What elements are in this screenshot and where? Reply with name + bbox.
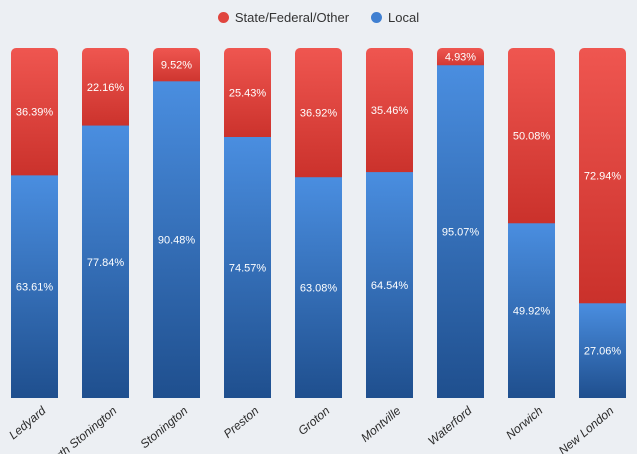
value-label-other-groton: 36.92% [300,108,338,120]
bar-other-north-stonington [82,48,129,132]
bar-local-waterford [437,65,484,398]
x-tick-label-montville: Montville [358,403,404,444]
legend-label-state-federal-other: State/Federal/Other [234,10,350,25]
value-label-other-waterford: 4.93% [445,52,476,64]
value-label-other-preston: 25.43% [229,88,267,100]
bar-local-north-stonington [82,125,129,398]
legend-swatch-state-federal-other [217,12,229,23]
value-label-local-ledyard: 63.61% [16,282,54,294]
x-tick-label-waterford: Waterford [425,403,474,448]
bar-other-montville [366,48,413,179]
value-label-local-norwich: 49.92% [513,306,551,318]
bar-other-groton [295,48,342,184]
value-label-local-north-stonington: 77.84% [87,257,125,269]
value-label-other-stonington: 9.52% [161,60,192,72]
bar-other-stonington [153,48,200,88]
legend-swatch-local [371,12,383,23]
bar-other-norwich [508,48,555,230]
bar-local-groton [295,177,342,398]
bar-other-new-london [579,48,626,310]
x-tick-label-preston: Preston [221,403,262,441]
value-label-local-stonington: 90.48% [158,235,196,247]
value-label-other-ledyard: 36.39% [16,107,54,119]
x-tick-label-ledyard: Ledyard [6,403,48,442]
bar-local-new-london [579,303,626,398]
value-label-local-new-london: 27.06% [584,346,622,358]
x-tick-label-stonington: Stonington [137,403,190,451]
x-tick-label-groton: Groton [295,403,332,438]
bar-local-stonington [153,81,200,398]
bar-local-ledyard [11,175,58,398]
legend-item-state-federal-other: State/Federal/Other [217,10,350,25]
legend: State/Federal/Other Local [0,10,637,25]
value-label-other-new-london: 72.94% [584,171,622,183]
legend-item-local: Local [371,10,419,25]
bar-local-norwich [508,223,555,398]
bar-other-ledyard [11,48,58,182]
x-tick-label-north-stonington: North Stonington [41,403,119,454]
value-label-local-groton: 63.08% [300,283,338,295]
bar-other-preston [224,48,271,144]
value-label-local-waterford: 95.07% [442,227,480,239]
bar-local-preston [224,137,271,398]
value-label-other-norwich: 50.08% [513,131,551,143]
x-tick-label-new-london: New London [556,403,617,454]
bar-local-montville [366,172,413,398]
legend-label-local: Local [388,10,420,25]
value-label-other-montville: 35.46% [371,105,409,117]
value-label-other-north-stonington: 22.16% [87,82,125,94]
value-label-local-montville: 64.54% [371,280,409,292]
value-label-local-preston: 74.57% [229,263,267,275]
x-tick-label-norwich: Norwich [503,403,545,442]
